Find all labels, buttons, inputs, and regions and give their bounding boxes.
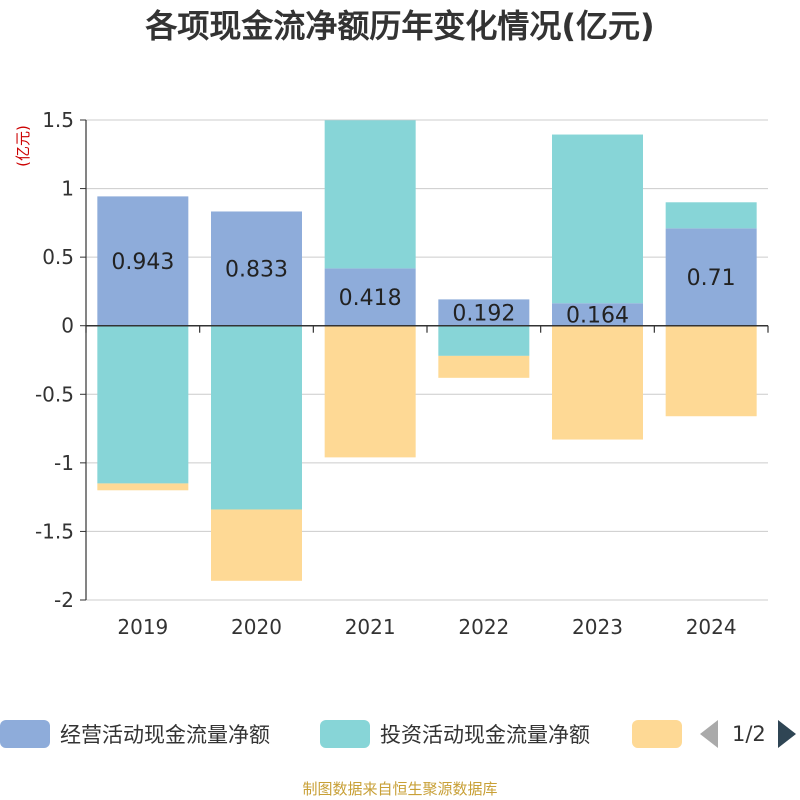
legend: 经营活动现金流量净额 投资活动现金流量净额 1/2: [0, 716, 800, 752]
y-tick-label: -2: [54, 588, 74, 612]
data-label: 0.833: [225, 258, 288, 283]
bar-series3-2019: [97, 483, 189, 491]
bar-series1-2022: [438, 299, 530, 326]
bar-series3-2021: [324, 325, 416, 458]
legend-pager: 1/2: [700, 716, 796, 752]
bar-series2-2021: [324, 120, 416, 269]
bar-series3-2024: [665, 325, 757, 417]
bar-series3-2022: [438, 355, 530, 378]
data-label: 0.418: [339, 286, 402, 311]
bar-layer: [97, 120, 757, 581]
legend-label-operating: 经营活动现金流量净额: [60, 723, 270, 747]
bar-series2-2022: [438, 325, 530, 356]
bar-series2-2024: [665, 202, 757, 229]
bar-series3-2023: [552, 325, 643, 440]
y-tick-label: 0: [61, 314, 74, 338]
y-tick-label: 1: [61, 177, 74, 201]
data-label: 0.164: [566, 303, 629, 328]
data-source-note: 制图数据来自恒生聚源数据库: [302, 780, 498, 798]
x-tick-label: 2024: [686, 615, 737, 639]
legend-next-page-icon[interactable]: [777, 720, 796, 748]
axis-layer: 1.5 1 0.5 0 -0.5 -1 -1.5 -2 (亿元) 2019 2020 2021 2022…: [14, 108, 769, 639]
y-tick-label: 0.5: [42, 245, 74, 269]
bar-series2-2023: [552, 134, 643, 304]
legend-page-indicator: 1/2: [732, 722, 766, 746]
x-tick-label: 2022: [458, 615, 509, 639]
y-axis-label: (亿元): [14, 125, 32, 167]
bar-series1-2023: [552, 303, 643, 326]
bar-series1-2021: [324, 268, 416, 326]
x-tick-label: 2023: [572, 615, 623, 639]
data-label-layer: 0.943 0.833 0.418 0.192 0.164 0.71: [111, 250, 735, 328]
bar-chart: 0.943 0.833 0.418 0.192 0.164 0.71 1.5 1 0.5 0 -0…: [14, 108, 769, 639]
data-label: 0.192: [452, 302, 515, 327]
bar-series2-2019: [97, 325, 189, 484]
x-tick-label: 2019: [117, 615, 168, 639]
x-tick-label: 2021: [345, 615, 396, 639]
legend-item-investing[interactable]: 投资活动现金流量净额: [320, 716, 590, 752]
grid-layer: [86, 119, 768, 601]
bar-series1-2019: [97, 196, 189, 326]
legend-swatch-third: [632, 720, 682, 748]
legend-item-third[interactable]: [632, 716, 682, 752]
legend-item-operating[interactable]: 经营活动现金流量净额: [0, 716, 270, 752]
y-tick-label: -1.5: [35, 519, 74, 543]
bar-series1-2020: [211, 211, 302, 326]
bar-series2-2020: [211, 325, 302, 510]
y-tick-label: -1: [54, 451, 74, 475]
chart-title: 各项现金流净额历年变化情况(亿元): [145, 7, 655, 45]
y-tick-label: -0.5: [35, 382, 74, 406]
x-tick-label: 2020: [231, 615, 282, 639]
legend-swatch-investing: [320, 720, 370, 748]
y-tick-label: 1.5: [42, 108, 74, 132]
legend-label-investing: 投资活动现金流量净额: [380, 723, 590, 747]
legend-swatch-operating: [0, 720, 50, 748]
data-label: 0.71: [687, 266, 736, 291]
legend-prev-page-icon[interactable]: [700, 720, 718, 748]
data-label: 0.943: [111, 250, 174, 275]
bar-series3-2020: [211, 509, 302, 581]
bar-series1-2024: [665, 228, 757, 326]
